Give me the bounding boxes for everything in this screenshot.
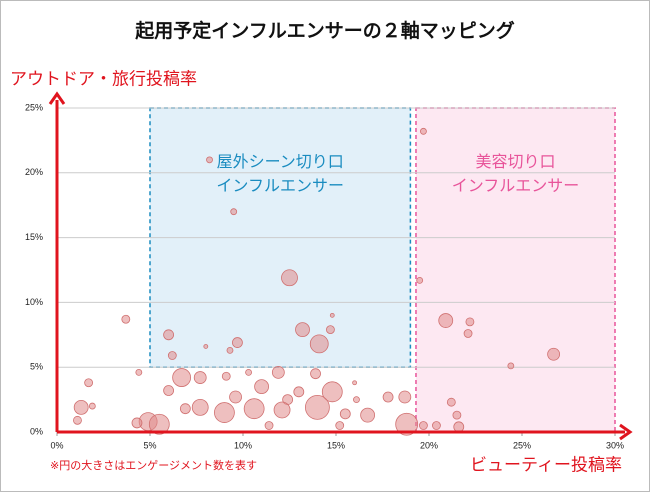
bubble <box>446 397 456 407</box>
bubble <box>353 396 360 404</box>
bubble <box>264 421 274 430</box>
bubble <box>281 269 298 287</box>
bubble <box>163 385 175 396</box>
bubble <box>321 381 343 403</box>
x-tick-label: 0% <box>50 440 63 450</box>
bubble <box>84 378 94 388</box>
chart-title: 起用予定インフルエンサーの２軸マッピング <box>134 19 514 42</box>
x-axis-arrow <box>619 423 633 441</box>
y-tick-label: 5% <box>30 362 43 372</box>
region-label: インフルエンサー <box>216 178 344 195</box>
bubble <box>438 313 454 328</box>
bubble <box>335 421 345 430</box>
bubble <box>191 398 209 416</box>
x-axis-label: ビューティー投稿率 <box>470 455 622 474</box>
bubble <box>271 365 285 379</box>
bubble <box>304 394 330 420</box>
x-tick-label: 15% <box>327 440 345 450</box>
bubble <box>163 329 175 341</box>
bubble <box>230 208 238 216</box>
region-label: 美容切り口 <box>475 153 555 171</box>
bubble <box>273 401 291 419</box>
bubble <box>329 312 335 318</box>
bubble <box>419 421 428 430</box>
bubble <box>203 344 209 349</box>
bubble <box>453 421 465 433</box>
bubble <box>193 371 207 384</box>
bubble <box>310 368 321 380</box>
bubble <box>432 421 441 430</box>
bubble <box>245 368 252 376</box>
y-axis-label: アウトドア・旅行投稿率 <box>10 69 197 88</box>
region-label: インフルエンサー <box>452 178 580 195</box>
bubble <box>73 415 82 425</box>
bubble <box>326 325 335 335</box>
bubble <box>226 346 234 354</box>
y-tick-label: 25% <box>25 102 43 112</box>
bubble <box>463 329 473 338</box>
bubble <box>135 368 143 376</box>
bubble <box>360 407 376 423</box>
bubble <box>452 410 462 420</box>
y-tick-label: 15% <box>25 232 43 242</box>
bubble <box>73 399 89 415</box>
bubble <box>339 408 351 420</box>
bubble <box>382 391 394 403</box>
y-axis-arrow <box>48 91 66 105</box>
region <box>415 107 616 433</box>
bubble <box>295 322 310 338</box>
bubble <box>254 379 270 395</box>
bubble <box>416 276 424 284</box>
bubble <box>167 351 177 360</box>
bubble <box>547 347 561 361</box>
bubble <box>395 412 419 436</box>
x-tick-label: 5% <box>143 440 156 450</box>
bubble <box>309 334 329 354</box>
y-tick-label: 20% <box>25 167 43 177</box>
x-tick-label: 10% <box>234 440 252 450</box>
y-tick-label: 0% <box>30 426 43 436</box>
bubble <box>121 314 131 324</box>
bubble <box>507 362 515 370</box>
bubble <box>232 337 243 348</box>
bubble <box>131 417 143 429</box>
bubble <box>352 380 358 386</box>
x-tick-label: 25% <box>513 440 531 450</box>
x-tick-label: 30% <box>606 440 624 450</box>
bubble <box>221 371 231 381</box>
region-label: 屋外シーン切り口 <box>217 153 344 171</box>
bubble <box>206 156 213 164</box>
bubble <box>148 413 170 435</box>
bubble <box>88 402 96 410</box>
bubble <box>229 390 242 404</box>
bubble <box>243 398 265 420</box>
bubble <box>179 403 191 415</box>
x-tick-label: 20% <box>420 440 438 450</box>
bubble <box>465 317 475 327</box>
y-tick-label: 10% <box>25 297 43 307</box>
bubble <box>293 386 305 398</box>
note: ※円の大きさはエンゲージメント数を表す <box>50 458 257 472</box>
bubble <box>420 127 427 135</box>
bubble <box>172 368 192 387</box>
bubble <box>398 390 412 404</box>
bubble <box>213 402 235 423</box>
